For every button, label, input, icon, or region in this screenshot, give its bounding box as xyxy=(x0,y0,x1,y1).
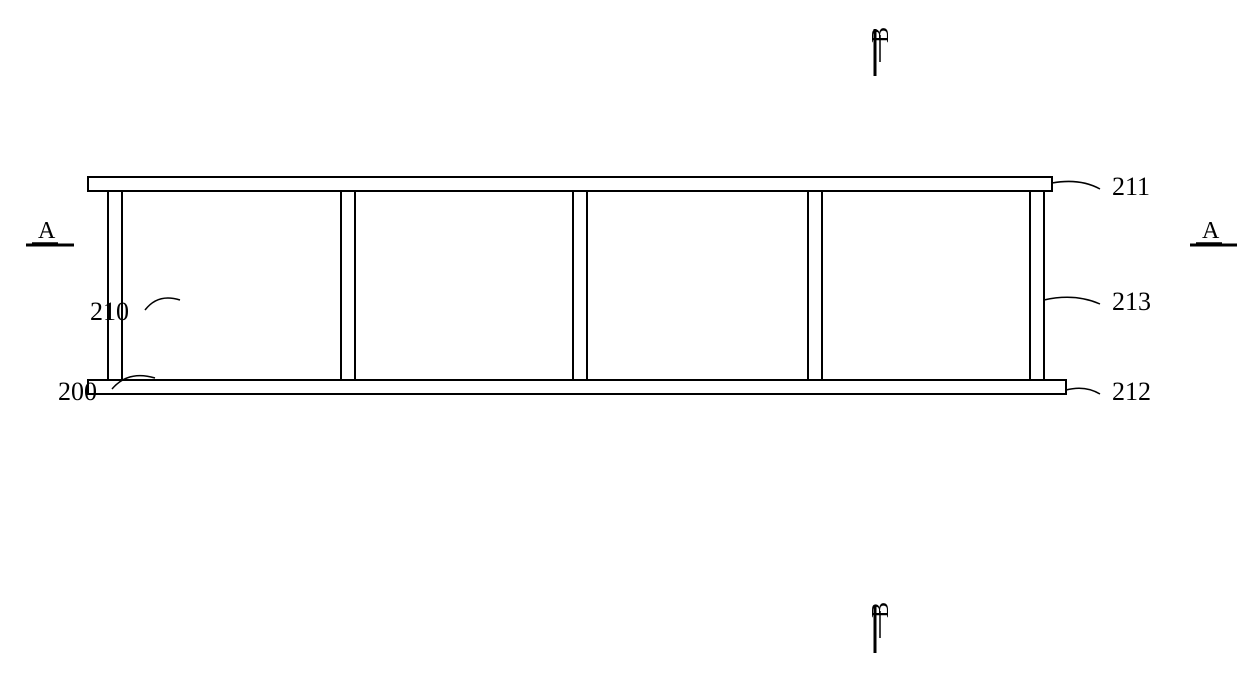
bottom-rail xyxy=(88,380,1066,394)
rung-1 xyxy=(108,191,122,380)
engineering-figure: A A B B 211 213 212 210 200 xyxy=(0,0,1240,678)
callout-label-c210: 210 xyxy=(90,297,129,326)
rung-4 xyxy=(808,191,822,380)
top-rail xyxy=(88,177,1052,191)
callout-c211: 211 xyxy=(1052,172,1150,201)
ladder-structure xyxy=(88,177,1066,394)
callout-label-c213: 213 xyxy=(1112,287,1151,316)
leader-curve xyxy=(112,376,155,389)
callout-c213: 213 xyxy=(1044,287,1151,316)
section-a-right-label: A xyxy=(1202,218,1220,244)
callout-c212: 212 xyxy=(1066,377,1151,406)
leader-curve xyxy=(145,298,180,310)
leader-curve xyxy=(1052,181,1100,189)
leader-curve xyxy=(1044,297,1100,304)
section-a-left: A xyxy=(26,218,74,245)
leader-curve xyxy=(1066,388,1100,394)
section-b-bottom-label: B xyxy=(868,602,894,618)
rung-2 xyxy=(341,191,355,380)
section-a-right: A xyxy=(1190,218,1237,245)
section-b-top: B xyxy=(868,27,894,76)
rung-5 xyxy=(1030,191,1044,380)
callout-c210: 210 xyxy=(90,297,180,326)
callout-label-c200: 200 xyxy=(58,377,97,406)
rung-3 xyxy=(573,191,587,380)
section-a-left-label: A xyxy=(38,218,56,244)
callout-label-c212: 212 xyxy=(1112,377,1151,406)
section-b-top-label: B xyxy=(868,27,894,43)
section-b-bottom: B xyxy=(868,602,894,653)
callout-label-c211: 211 xyxy=(1112,172,1150,201)
